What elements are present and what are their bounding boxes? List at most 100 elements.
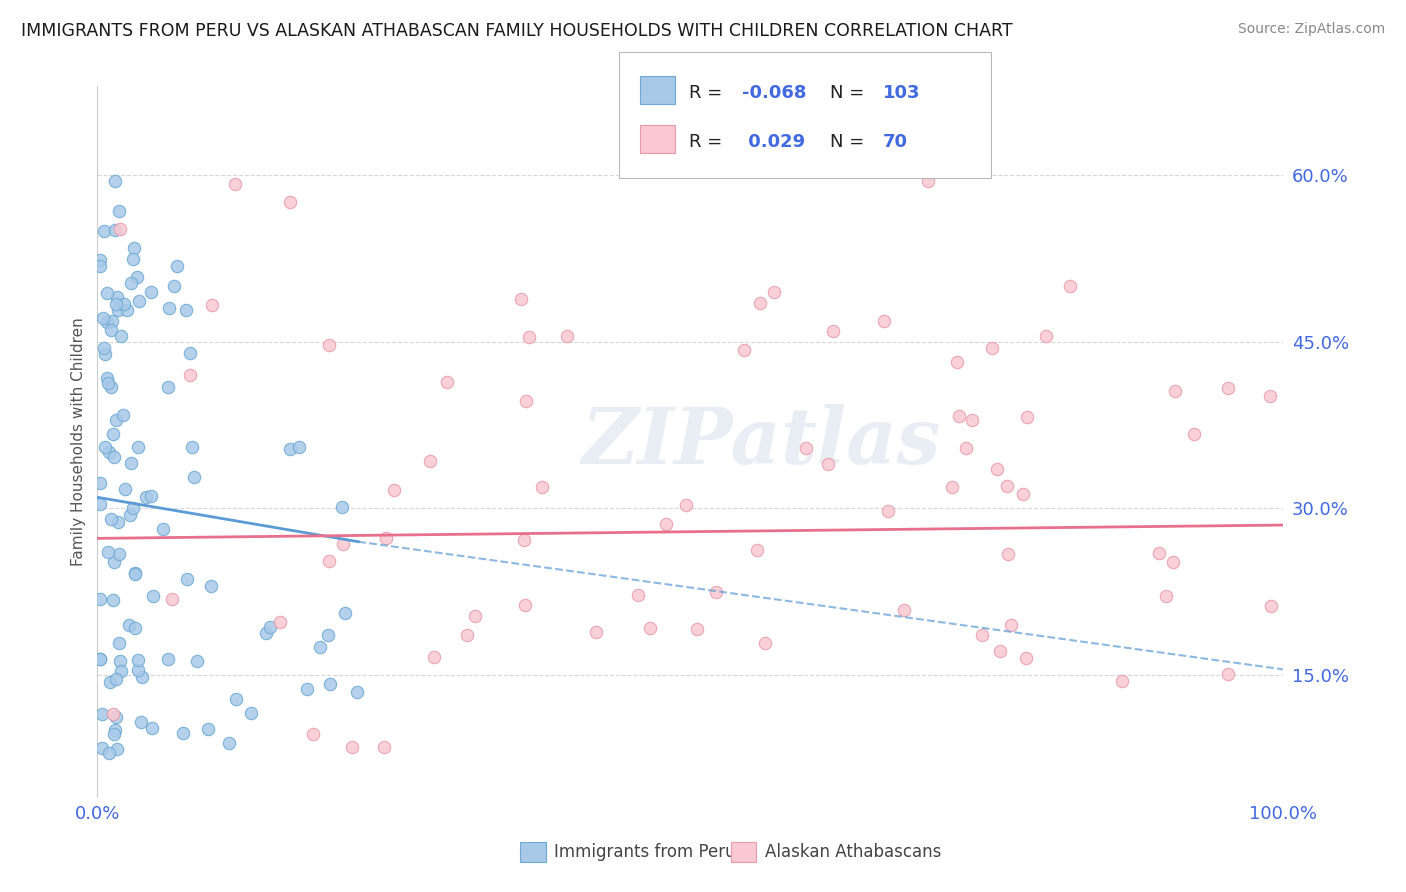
Point	[112, 297, 135, 311]
Text: R =: R =	[689, 133, 728, 151]
Point	[96, 285, 118, 300]
Point	[108, 548, 131, 562]
Point	[515, 394, 537, 409]
Text: Source: ZipAtlas.com: Source: ZipAtlas.com	[1237, 22, 1385, 37]
Point	[749, 295, 772, 310]
Point	[948, 409, 970, 423]
Point	[118, 617, 141, 632]
Point	[941, 480, 963, 494]
Point	[127, 440, 149, 454]
Point	[1161, 555, 1184, 569]
Point	[97, 445, 120, 459]
Point	[333, 607, 356, 621]
Point	[295, 681, 318, 696]
Point	[330, 500, 353, 515]
Point	[997, 547, 1019, 561]
Point	[464, 608, 486, 623]
Point	[176, 572, 198, 586]
Point	[917, 174, 939, 188]
Point	[436, 375, 458, 389]
Point	[654, 516, 676, 531]
Point	[93, 224, 115, 238]
Point	[89, 652, 111, 666]
Point	[218, 735, 240, 749]
Text: IMMIGRANTS FROM PERU VS ALASKAN ATHABASCAN FAMILY HOUSEHOLDS WITH CHILDREN CORRE: IMMIGRANTS FROM PERU VS ALASKAN ATHABASC…	[21, 22, 1012, 40]
Point	[1111, 674, 1133, 689]
Point	[877, 504, 900, 518]
Point	[1147, 546, 1170, 560]
Point	[817, 457, 839, 471]
Point	[124, 567, 146, 582]
Point	[166, 260, 188, 274]
Point	[139, 285, 162, 299]
Point	[302, 726, 325, 740]
Point	[96, 371, 118, 385]
Point	[127, 269, 149, 284]
Point	[197, 722, 219, 736]
Point	[104, 174, 127, 188]
Point	[686, 622, 709, 636]
Text: 70: 70	[883, 133, 908, 151]
Point	[128, 294, 150, 309]
Point	[120, 277, 142, 291]
Point	[225, 692, 247, 706]
Point	[105, 412, 128, 426]
Point	[513, 599, 536, 613]
Point	[174, 303, 197, 318]
Point	[97, 545, 120, 559]
Point	[382, 483, 405, 497]
Point	[141, 489, 163, 503]
Point	[103, 706, 125, 721]
Point	[1035, 329, 1057, 343]
Point	[186, 654, 208, 668]
Point	[157, 380, 180, 394]
Point	[1182, 426, 1205, 441]
Point	[114, 482, 136, 496]
Point	[1216, 667, 1239, 681]
Point	[1059, 279, 1081, 293]
Point	[135, 490, 157, 504]
Point	[127, 663, 149, 677]
Point	[373, 740, 395, 755]
Point	[89, 592, 111, 607]
Point	[201, 298, 224, 312]
Point	[89, 252, 111, 267]
Point	[638, 621, 661, 635]
Point	[89, 475, 111, 490]
Point	[972, 627, 994, 641]
Point	[103, 727, 125, 741]
Point	[89, 259, 111, 273]
Point	[183, 470, 205, 484]
Point	[100, 313, 122, 327]
Point	[110, 664, 132, 678]
Point	[530, 479, 553, 493]
Point	[509, 293, 531, 307]
Point	[96, 315, 118, 329]
Point	[110, 329, 132, 343]
Point	[318, 677, 340, 691]
Point	[101, 426, 124, 441]
Point	[120, 456, 142, 470]
Point	[457, 627, 479, 641]
Point	[122, 241, 145, 255]
Point	[94, 347, 117, 361]
Point	[156, 651, 179, 665]
Point	[105, 741, 128, 756]
Text: -0.068: -0.068	[742, 84, 807, 102]
Point	[141, 721, 163, 735]
Point	[995, 478, 1018, 492]
Point	[152, 522, 174, 536]
Point	[960, 413, 983, 427]
Point	[107, 303, 129, 318]
Point	[89, 652, 111, 666]
Point	[157, 301, 180, 316]
Point	[103, 593, 125, 607]
Text: N =: N =	[830, 84, 869, 102]
Point	[1258, 389, 1281, 403]
Point	[121, 500, 143, 515]
Point	[278, 442, 301, 457]
Point	[374, 531, 396, 545]
Point	[240, 706, 263, 720]
Point	[104, 723, 127, 738]
Point	[988, 644, 1011, 658]
